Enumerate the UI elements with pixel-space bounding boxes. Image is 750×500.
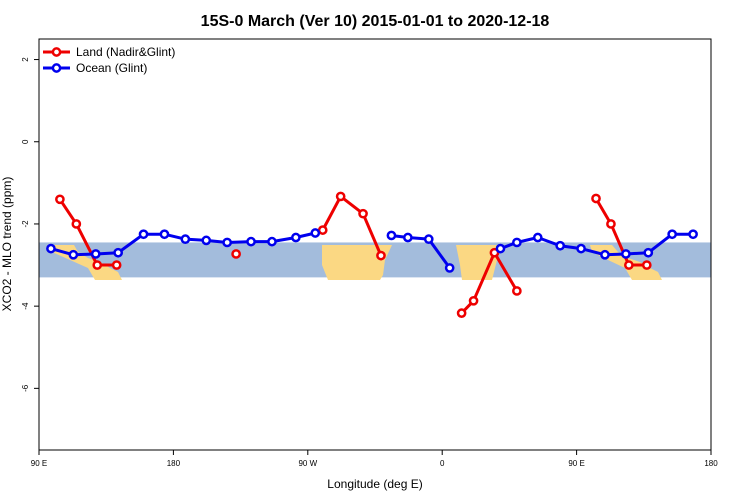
land-region-africa (456, 245, 500, 280)
series-land-point-4 (231, 249, 241, 259)
series-land-point-10 (468, 295, 479, 306)
series-ocean-point-9 (246, 236, 256, 247)
series-land-point-2 (92, 260, 103, 270)
series-land-point-13 (591, 193, 601, 204)
series-land-line-0 (58, 198, 117, 267)
series-land-point-0 (55, 194, 65, 205)
series-land-point-8 (376, 250, 386, 261)
series-land (55, 191, 652, 318)
x-axis-label: Longitude (deg E) (327, 477, 422, 491)
series-ocean-point-20 (555, 240, 566, 251)
land-region-south-america (322, 245, 392, 280)
y-tick-label-1: 0 (21, 139, 30, 144)
y-tick-label-3: -4 (21, 302, 30, 310)
series-ocean-point-23 (621, 249, 631, 259)
y-axis-label: XCO2 - MLO trend (ppm) (0, 177, 14, 312)
series-ocean-point-21 (576, 243, 586, 254)
series-layer (46, 191, 698, 318)
series-land-line-3 (460, 251, 519, 315)
series-ocean-point-5 (159, 229, 170, 240)
series-land-point-6 (335, 191, 346, 202)
series-ocean-point-10 (267, 236, 277, 247)
series-ocean-point-6 (180, 234, 191, 245)
series-ocean-line-2 (499, 232, 694, 257)
x-tick-label-3: 0 (440, 459, 445, 468)
series-land-line-4 (594, 197, 647, 267)
series-land-point-9 (456, 308, 467, 318)
series-ocean-point-17 (495, 243, 506, 254)
x-tick-label-0: 90 E (31, 459, 47, 468)
series-land-point-16 (641, 260, 652, 270)
series-ocean-point-2 (90, 249, 101, 259)
series-ocean-point-11 (291, 232, 301, 243)
land-ocean-band (39, 242, 711, 280)
x-tick-label-2: 90 W (298, 459, 317, 468)
series-ocean-point-3 (113, 247, 123, 258)
series-ocean (46, 228, 698, 273)
legend-label-land: Land (Nadir&Glint) (76, 45, 175, 59)
series-ocean-point-25 (667, 229, 678, 240)
chart-title: 15S-0 March (Ver 10) 2015-01-01 to 2020-… (201, 13, 550, 30)
series-ocean-point-18 (512, 237, 522, 248)
x-axis: 90 E 180 90 W 0 90 E 180 (31, 450, 718, 468)
series-land-point-5 (317, 225, 328, 235)
series-ocean-point-22 (600, 249, 610, 260)
series-land-point-3 (111, 260, 122, 270)
series-ocean-point-14 (403, 232, 413, 243)
series-land-line-2 (321, 194, 383, 257)
series-ocean-point-13 (386, 230, 397, 241)
series-land-point-1 (71, 219, 82, 229)
x-tick-label-1: 180 (167, 459, 181, 468)
series-ocean-line-1 (391, 233, 451, 269)
series-ocean-point-19 (532, 232, 543, 243)
legend-label-ocean: Ocean (Glint) (76, 61, 147, 75)
series-ocean-point-8 (222, 237, 233, 248)
series-ocean-point-0 (46, 243, 56, 254)
series-ocean-point-26 (688, 229, 698, 240)
series-ocean-point-7 (201, 235, 212, 246)
plot-frame (38, 38, 712, 451)
series-ocean-point-15 (423, 234, 434, 245)
y-tick-label-2: -2 (21, 220, 30, 228)
series-ocean-point-16 (444, 263, 455, 273)
legend-marker-land (51, 47, 62, 57)
y-tick-label-4: -6 (21, 384, 30, 392)
legend-marker-ocean (51, 63, 62, 73)
legend: Land (Nadir&Glint) Ocean (Glint) (43, 45, 175, 75)
series-land-point-15 (624, 260, 634, 270)
series-land-point-14 (606, 219, 616, 229)
series-ocean-point-1 (68, 249, 79, 260)
series-land-point-7 (358, 208, 368, 219)
series-ocean-point-12 (310, 228, 321, 238)
series-ocean-point-24 (643, 247, 654, 258)
series-ocean-point-4 (138, 229, 149, 240)
x-tick-label-5: 180 (704, 459, 718, 468)
series-land-point-12 (512, 286, 522, 296)
y-tick-label-0: 2 (21, 57, 30, 62)
y-axis: 2 0 -2 -4 -6 (21, 57, 39, 392)
x-tick-label-4: 90 E (568, 459, 584, 468)
